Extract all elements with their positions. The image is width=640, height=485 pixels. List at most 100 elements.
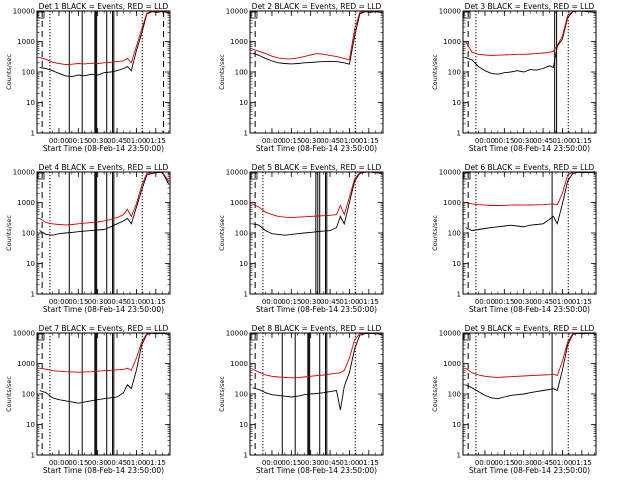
x-tick-label: 00:00 — [262, 298, 282, 306]
y-tick-label: 10000 — [226, 169, 248, 177]
panel-title: Det 2 BLACK = Events, RED = LLD — [252, 2, 382, 11]
panel-title: Det 8 BLACK = Events, RED = LLD — [252, 324, 382, 333]
y-tick-label: 1000 — [17, 360, 35, 368]
y-tick-label: 1 — [244, 130, 248, 138]
x-tick-label: 00:15 — [281, 298, 301, 306]
y-tick-label: 100 — [448, 69, 461, 77]
series-group — [39, 11, 169, 78]
marker-lines — [254, 333, 356, 455]
panel-title: Det 1 BLACK = Events, RED = LLD — [39, 2, 169, 11]
x-tick-label: 00:30 — [301, 137, 321, 145]
plot-frame — [36, 171, 171, 295]
legend-box — [250, 11, 258, 19]
y-tick-label: 1 — [31, 130, 35, 138]
y-axis-title: Counts/sec — [431, 376, 439, 412]
y-tick-label: 100 — [22, 69, 35, 77]
y-tick-label: 10000 — [13, 169, 35, 177]
y-tick-label: 1000 — [443, 38, 461, 46]
series-line-events — [252, 11, 382, 65]
x-tick-label: 00:45 — [533, 298, 553, 306]
series-line-events — [39, 172, 170, 236]
y-tick-label: 1000 — [17, 38, 35, 46]
panel-det-6: Det 6 BLACK = Events, RED = LLD 1 10 100 100… — [431, 163, 597, 314]
x-tick-label: 00:15 — [68, 137, 88, 145]
series-group — [39, 172, 170, 236]
x-tick-label: 00:15 — [68, 298, 88, 306]
y-tick-label: 10 — [452, 99, 461, 107]
series-line-lld — [465, 172, 595, 206]
x-tick-label: 00:00 — [475, 137, 495, 145]
panel-title: Det 9 BLACK = Events, RED = LLD — [465, 324, 595, 333]
series-line-lld — [252, 172, 382, 219]
y-tick-label: 10 — [452, 421, 461, 429]
legend-box — [250, 333, 258, 341]
legend-box — [250, 172, 258, 180]
y-tick-label: 1 — [31, 291, 35, 299]
y-axis-title: Counts/sec — [218, 376, 226, 412]
x-tick-label: 00:45 — [533, 459, 553, 467]
y-tick-label: 1 — [244, 291, 248, 299]
x-tick-label: 00:00 — [475, 298, 495, 306]
x-tick-label: 01:00 — [126, 459, 146, 467]
legend-box — [463, 11, 471, 19]
plot-frame — [36, 10, 171, 134]
y-tick-label: 1 — [457, 452, 461, 460]
x-tick-label: 01:15 — [359, 459, 379, 467]
series-line-lld — [465, 333, 595, 378]
marker-lines — [467, 172, 569, 294]
series-line-events — [39, 333, 169, 404]
panel-det-3: Det 3 BLACK = Events, RED = LLD 1 10 100 100… — [431, 2, 597, 153]
x-axis-title: Start Time (08-Feb-14 23:50:00) — [469, 466, 590, 475]
series-line-lld — [39, 172, 170, 226]
x-tick-label: 01:15 — [359, 137, 379, 145]
marker-lines — [41, 172, 143, 294]
legend-box — [37, 172, 45, 180]
y-tick-label: 1000 — [443, 360, 461, 368]
y-tick-label: 100 — [235, 69, 248, 77]
x-tick-label: 00:15 — [494, 137, 514, 145]
x-tick-label: 01:00 — [552, 459, 572, 467]
x-tick-label: 01:00 — [339, 459, 359, 467]
x-tick-label: 00:30 — [301, 298, 321, 306]
panel-det-9: Det 9 BLACK = Events, RED = LLD 1 10 100 100… — [431, 324, 597, 475]
series-group — [465, 333, 595, 400]
panel-det-8: Det 8 BLACK = Events, RED = LLD 1 10 100 100… — [218, 324, 384, 475]
marker-lines — [41, 11, 165, 133]
x-tick-label: 00:30 — [88, 298, 108, 306]
y-tick-label: 100 — [448, 391, 461, 399]
panel-title: Det 3 BLACK = Events, RED = LLD — [465, 2, 595, 11]
series-line-events — [465, 11, 595, 75]
y-tick-label: 1000 — [17, 199, 35, 207]
series-group — [39, 333, 169, 404]
x-tick-label: 00:45 — [533, 137, 553, 145]
y-tick-label: 1000 — [230, 38, 248, 46]
y-tick-label: 100 — [22, 391, 35, 399]
y-tick-label: 100 — [22, 230, 35, 238]
x-tick-label: 00:30 — [514, 459, 534, 467]
x-tick-label: 00:45 — [320, 137, 340, 145]
x-tick-label: 00:00 — [49, 459, 69, 467]
panel-title: Det 5 BLACK = Events, RED = LLD — [252, 163, 382, 172]
legend-box — [37, 333, 45, 341]
y-tick-label: 10000 — [13, 8, 35, 16]
series-line-lld — [252, 11, 382, 61]
x-tick-label: 01:00 — [339, 298, 359, 306]
x-axis-title: Start Time (08-Feb-14 23:50:00) — [469, 144, 590, 153]
x-tick-label: 00:15 — [281, 459, 301, 467]
series-group — [465, 11, 595, 75]
series-line-events — [465, 333, 595, 400]
x-tick-label: 00:30 — [514, 137, 534, 145]
x-tick-label: 01:00 — [552, 298, 572, 306]
series-group — [252, 333, 382, 410]
x-tick-label: 00:00 — [49, 298, 69, 306]
y-tick-label: 10 — [26, 99, 35, 107]
series-line-events — [465, 172, 595, 232]
plot-frame — [462, 171, 597, 295]
x-axis-title: Start Time (08-Feb-14 23:50:00) — [469, 305, 590, 314]
x-tick-label: 01:15 — [572, 137, 592, 145]
y-tick-label: 1 — [31, 452, 35, 460]
y-tick-label: 10 — [239, 99, 248, 107]
panel-title: Det 7 BLACK = Events, RED = LLD — [39, 324, 169, 333]
x-tick-label: 00:45 — [320, 459, 340, 467]
series-line-events — [252, 333, 382, 410]
